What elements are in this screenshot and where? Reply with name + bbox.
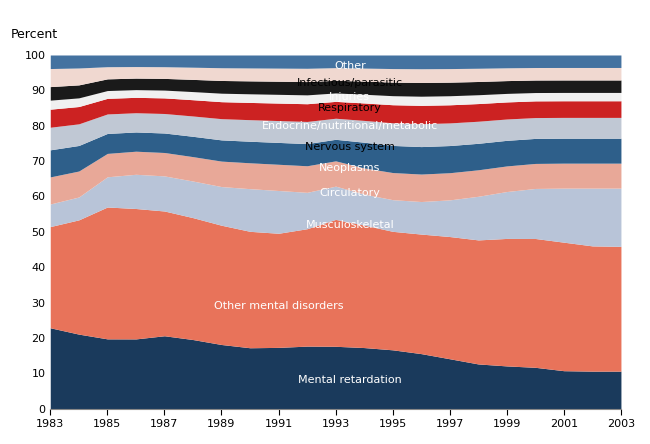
Text: Percent: Percent (10, 28, 57, 41)
Text: Nervous system: Nervous system (305, 142, 395, 152)
Text: Neoplasms: Neoplasms (319, 163, 380, 173)
Text: Musculoskeletal: Musculoskeletal (306, 220, 395, 230)
Text: Circulatory: Circulatory (319, 188, 380, 198)
Text: Endocrine/nutritional/metabolic: Endocrine/nutritional/metabolic (262, 121, 438, 131)
Text: Other: Other (334, 60, 366, 71)
Text: Respiratory: Respiratory (318, 103, 382, 113)
Text: Mental retardation: Mental retardation (298, 375, 402, 385)
Text: Injuries: Injuries (330, 92, 370, 103)
Text: Infectious/parasitic: Infectious/parasitic (297, 78, 403, 88)
Text: Other mental disorders: Other mental disorders (214, 301, 343, 311)
